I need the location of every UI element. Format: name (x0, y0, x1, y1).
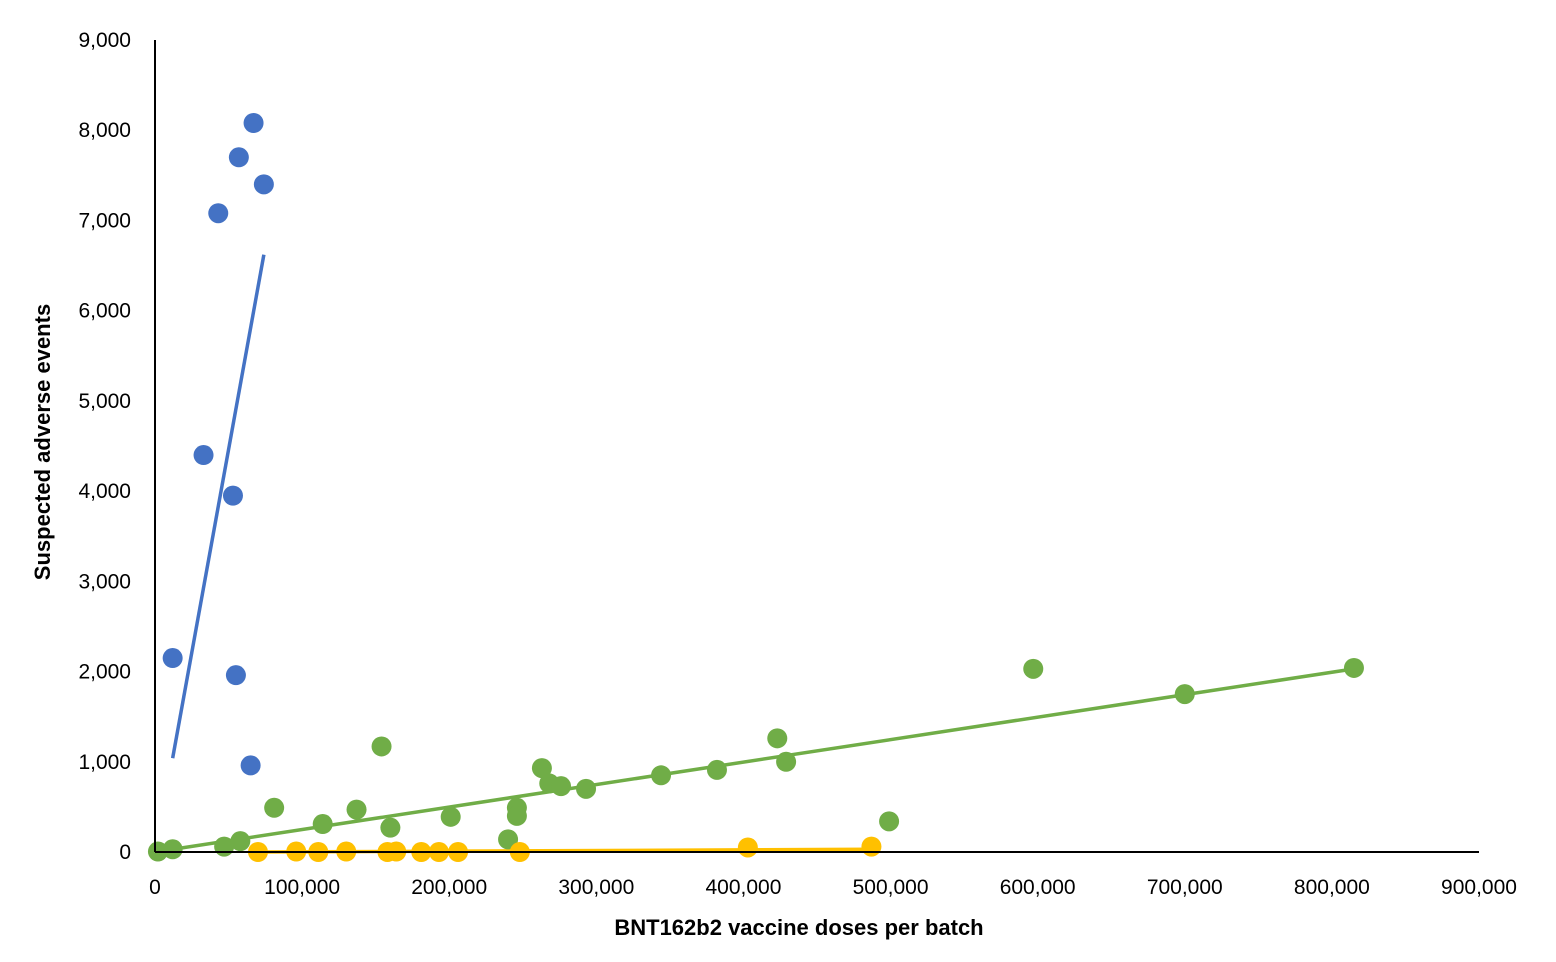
data-point-series-2 (312, 814, 333, 835)
x-axis-title: BNT162b2 vaccine doses per batch (614, 915, 983, 940)
y-tick-label: 8,000 (78, 119, 131, 142)
data-point-series-2 (1174, 684, 1195, 705)
y-tick-label: 9,000 (78, 29, 131, 52)
y-tick-label: 2,000 (78, 661, 131, 684)
data-point-series-2 (576, 778, 597, 799)
data-point-series-1 (240, 755, 261, 776)
axes (154, 40, 1479, 853)
x-tick-label: 400,000 (705, 876, 781, 899)
x-tick-label: 700,000 (1147, 876, 1223, 899)
data-point-series-2 (1343, 657, 1364, 678)
data-point-series-2 (767, 728, 788, 749)
data-point-series-2 (879, 811, 900, 832)
y-tick-label: 0 (119, 841, 131, 864)
data-point-series-1 (225, 665, 246, 686)
data-point-series-1 (228, 147, 249, 168)
data-point-series-2 (162, 839, 183, 860)
data-point-series-2 (498, 829, 519, 850)
x-tick-label: 800,000 (1294, 876, 1370, 899)
trendlines (154, 254, 1355, 854)
data-point-series-2 (230, 831, 251, 852)
data-point-series-2 (776, 751, 797, 772)
y-tick-label: 7,000 (78, 209, 131, 232)
data-point-series-2 (651, 765, 672, 786)
x-tick-labels: 0 100,000 200,000 300,000 400,000 500,000 600,… (149, 876, 1517, 899)
data-point-series-1 (193, 445, 214, 466)
y-axis-title: Suspected adverse events (30, 304, 55, 580)
data-point-series-2 (371, 736, 392, 757)
data-point-series-1 (243, 113, 264, 134)
data-point-series-3 (737, 837, 758, 858)
data-point-series-1 (222, 485, 243, 506)
y-tick-label: 5,000 (78, 390, 131, 413)
x-tick-label: 300,000 (558, 876, 634, 899)
data-point-series-2 (380, 817, 401, 838)
data-point-series-2 (531, 758, 552, 779)
data-point-series-2 (346, 799, 367, 820)
data-point-series-2 (440, 806, 461, 827)
y-tick-label: 1,000 (78, 751, 131, 774)
y-tick-label: 6,000 (78, 300, 131, 323)
x-tick-label: 0 (149, 876, 161, 899)
x-tick-label: 600,000 (1000, 876, 1076, 899)
trendline-1 (170, 254, 266, 759)
data-point-series-1 (162, 648, 183, 669)
data-point-series-2 (264, 797, 285, 818)
data-point-series-2 (551, 776, 572, 797)
y-tick-labels: 0 1,000 2,000 3,000 4,000 5,000 6,000 7,000 8,00… (78, 29, 131, 864)
y-tick-label: 3,000 (78, 570, 131, 593)
x-tick-label: 100,000 (264, 876, 340, 899)
data-point-series-2 (1023, 658, 1044, 679)
data-point-series-2 (506, 805, 527, 826)
data-points (147, 113, 1364, 862)
x-tick-label: 200,000 (411, 876, 487, 899)
data-point-series-3 (861, 836, 882, 857)
data-point-series-1 (253, 174, 274, 195)
trendline-2 (154, 667, 1355, 854)
data-point-series-1 (208, 203, 229, 224)
x-tick-label: 500,000 (853, 876, 929, 899)
data-point-series-2 (706, 759, 727, 780)
y-tick-label: 4,000 (78, 480, 131, 503)
x-tick-label: 900,000 (1441, 876, 1517, 899)
